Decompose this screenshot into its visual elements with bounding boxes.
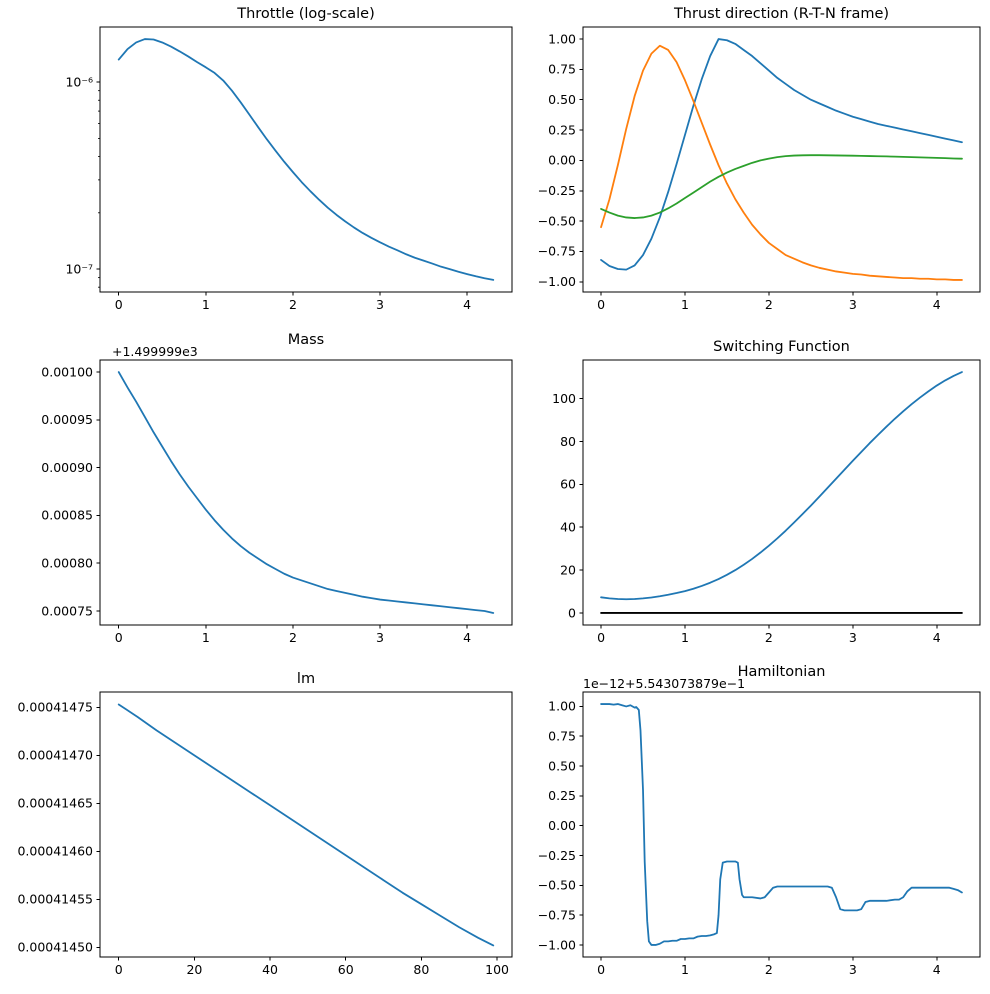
x-tick-label: 0 <box>597 297 605 312</box>
y-tick-label: 0.00075 <box>41 603 93 618</box>
series-switching-function <box>600 371 963 601</box>
y-tick-label: 0.00041460 <box>17 844 93 859</box>
y-tick-label: 1.00 <box>548 699 576 714</box>
y-tick-label: 0.75 <box>548 62 576 77</box>
x-tick-label: 2 <box>289 630 297 645</box>
x-tick-label: 0 <box>597 630 605 645</box>
x-tick-label: 4 <box>933 962 941 977</box>
chart-title: Mass <box>288 332 325 348</box>
y-tick-label: 0.25 <box>548 122 576 137</box>
axes-frame <box>582 359 981 626</box>
x-tick-label: 0 <box>115 630 123 645</box>
series-tangential <box>600 44 963 281</box>
x-tick-label: 1 <box>681 297 689 312</box>
axes-frame <box>582 691 981 958</box>
x-tick-label: 0 <box>115 962 123 977</box>
series-radial <box>600 38 963 271</box>
chart-title: Thrust direction (R-T-N frame) <box>673 6 889 22</box>
y-tick-label: 0.00100 <box>41 364 93 379</box>
subplot-throttle: 0 1 2 3 4 10⁻⁶ 10⁻⁷ Throttle (log-scale) <box>65 6 513 312</box>
x-tick-label: 0 <box>597 962 605 977</box>
chart-title: lm <box>297 671 315 687</box>
x-tick-label: 2 <box>765 962 773 977</box>
x-tick-label: 3 <box>376 630 384 645</box>
y-tick-label: 0.50 <box>548 758 576 773</box>
y-tick-label: −1.00 <box>538 274 576 289</box>
axis-offset-text: +1.499999e3 <box>112 344 198 359</box>
axes-frame <box>99 359 513 626</box>
subplot-hamiltonian: 0 1 2 3 4 1.00 0.75 0.50 0.25 0.00 −0.25 −0.50 −0.75… <box>538 664 981 977</box>
y-tick-label: 0.00041450 <box>17 940 93 955</box>
x-tick-label: 4 <box>933 630 941 645</box>
x-tick-label: 2 <box>765 297 773 312</box>
y-tick-label: −0.50 <box>538 878 576 893</box>
y-tick-label: 0.00041475 <box>17 700 93 715</box>
y-tick-label: 0.00095 <box>41 412 93 427</box>
chart-title: Throttle (log-scale) <box>236 6 375 22</box>
x-tick-label: 1 <box>202 297 210 312</box>
y-tick-label: −1.00 <box>538 937 576 952</box>
subplot-lm: 0 20 40 60 80 100 0.00041475 0.00041470 0.000414… <box>17 671 513 977</box>
y-tick-label: −0.25 <box>538 183 576 198</box>
x-tick-label: 2 <box>289 297 297 312</box>
x-tick-label: 4 <box>933 297 941 312</box>
y-tick-label: 0.00080 <box>41 556 93 571</box>
y-tick-label: 40 <box>560 520 576 535</box>
y-tick-label: 60 <box>560 477 576 492</box>
y-tick-label: 0.00085 <box>41 508 93 523</box>
y-tick-label: 10⁻⁶ <box>65 74 93 89</box>
x-tick-label: 3 <box>849 297 857 312</box>
x-tick-label: 0 <box>115 297 123 312</box>
x-tick-label: 3 <box>849 630 857 645</box>
y-tick-label: 10⁻⁷ <box>65 261 93 276</box>
axes-frame <box>99 691 513 958</box>
y-tick-label: 0.00 <box>548 818 576 833</box>
chart-title: Switching Function <box>713 339 850 355</box>
x-tick-label: 1 <box>202 630 210 645</box>
y-tick-label: −0.75 <box>538 244 576 259</box>
chart-title: Hamiltonian <box>738 664 826 680</box>
y-tick-label: 0.25 <box>548 788 576 803</box>
series-normal <box>600 154 963 219</box>
y-tick-label: 0.00 <box>548 153 576 168</box>
y-tick-label: 20 <box>560 562 576 577</box>
y-tick-label: 1.00 <box>548 31 576 46</box>
y-tick-label: 0.50 <box>548 92 576 107</box>
series-lm-costate <box>117 703 495 947</box>
x-tick-label: 3 <box>376 297 384 312</box>
y-tick-label: 100 <box>552 391 576 406</box>
series-throttle <box>117 38 495 281</box>
y-tick-label: −0.75 <box>538 907 576 922</box>
x-tick-label: 40 <box>262 962 278 977</box>
x-tick-label: 80 <box>413 962 429 977</box>
x-tick-label: 1 <box>681 630 689 645</box>
y-tick-label: 0.00041465 <box>17 796 93 811</box>
subplot-thrust: 0 1 2 3 4 1.00 0.75 0.50 0.25 0.00 −0.25 −0.50 −0.75… <box>538 6 981 312</box>
subplot-mass: 0 1 2 3 4 0.00100 0.00095 0.00090 0.00085 0.00080… <box>41 332 513 645</box>
y-tick-label: 0.00041455 <box>17 892 93 907</box>
axes-frame <box>99 26 513 293</box>
y-tick-label: 0.00090 <box>41 460 93 475</box>
x-tick-label: 4 <box>463 297 471 312</box>
x-tick-label: 2 <box>765 630 773 645</box>
x-tick-label: 60 <box>338 962 354 977</box>
x-tick-label: 1 <box>681 962 689 977</box>
y-tick-label: 0.75 <box>548 729 576 744</box>
series-mass <box>117 371 495 614</box>
y-tick-label: 0.00041470 <box>17 748 93 763</box>
x-tick-label: 3 <box>849 962 857 977</box>
x-tick-label: 100 <box>485 962 509 977</box>
x-tick-label: 4 <box>463 630 471 645</box>
axis-offset-text: 1e−12+5.543073879e−1 <box>583 676 745 691</box>
axes-frame <box>582 26 981 293</box>
y-tick-label: −0.50 <box>538 213 576 228</box>
series-hamiltonian <box>600 703 963 946</box>
y-tick-label: 0 <box>568 605 576 620</box>
x-tick-label: 20 <box>186 962 202 977</box>
y-tick-label: 80 <box>560 434 576 449</box>
y-tick-label: −0.25 <box>538 848 576 863</box>
